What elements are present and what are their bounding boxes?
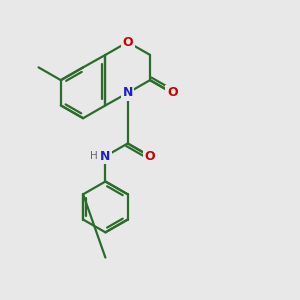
Text: O: O — [122, 36, 133, 49]
Text: O: O — [167, 86, 178, 99]
Text: N: N — [100, 150, 111, 163]
Text: O: O — [145, 150, 155, 163]
Text: H: H — [90, 151, 98, 161]
Text: N: N — [122, 86, 133, 99]
